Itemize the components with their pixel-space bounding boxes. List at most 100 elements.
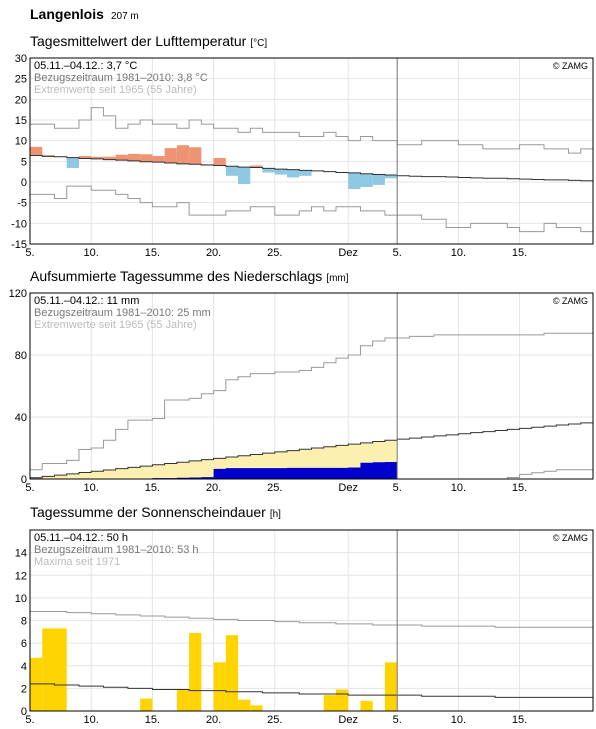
y-tick-label: 0 (21, 706, 27, 718)
temperature-bar (360, 173, 373, 187)
sunshine-bar (250, 705, 263, 711)
y-tick-label: -15 (11, 239, 27, 251)
y-tick-label: 20 (15, 94, 27, 106)
reference: Bezugszeitraum 1981–2010: 25 mm (34, 307, 211, 319)
x-tick-label: 15. (145, 247, 160, 259)
extremes-note: Maxima seit 1971 (34, 556, 120, 568)
altitude: 207 m (111, 11, 139, 22)
y-tick-label: 15 (15, 115, 27, 127)
x-tick-label: 20. (206, 482, 221, 494)
sunshine-bar (30, 657, 43, 711)
title-text: Tagessumme der Sonnenscheindauer (30, 504, 266, 520)
temperature-bar (372, 174, 385, 185)
temperature-bar (103, 156, 116, 160)
y-tick-label: 5 (21, 156, 27, 168)
plot-frame (29, 292, 594, 480)
normal-line (30, 155, 593, 182)
plot-frame (29, 529, 594, 712)
temperature-bar (42, 155, 55, 157)
y-tick-label: 4 (21, 661, 27, 673)
y-tick-label: 2 (21, 683, 27, 695)
x-tick-label: 5. (393, 714, 402, 726)
y-tick-label: 0 (21, 177, 27, 189)
temperature-bar (30, 146, 43, 156)
sunshine-bar (335, 689, 349, 711)
min-line (30, 185, 593, 233)
title-unit: [mm] (326, 273, 348, 284)
title-text: Tagesmittelwert der Lufttemperatur (30, 33, 247, 49)
header: Langenlois 207 m (30, 6, 139, 22)
extremes-note: Extremwerte seit 1965 (55 Jahre) (34, 84, 197, 96)
title-text: Aufsummierte Tagessumme des Niederschlag… (30, 268, 322, 284)
normal-line (30, 422, 593, 479)
temperature-bar (78, 155, 92, 159)
y-tick-label: 6 (21, 638, 27, 650)
sunshine-bar (189, 632, 202, 711)
x-tick-label: 5. (25, 247, 34, 259)
x-tick-label: 5. (25, 714, 34, 726)
x-tick-label: 15. (512, 247, 527, 259)
y-tick-label: -10 (11, 218, 27, 230)
reference: Bezugszeitraum 1981–2010: 53 h (34, 544, 199, 556)
temperature-bar (189, 147, 202, 165)
sunshine-bar (360, 700, 373, 711)
sunshine-bar (140, 698, 153, 711)
y-tick-label: 0 (21, 474, 27, 486)
x-tick-label: 25. (267, 482, 282, 494)
temperature-bar (299, 170, 312, 176)
copyright: © ZAMG (553, 533, 588, 543)
x-tick-label: Dez (338, 482, 358, 494)
y-tick-label: 8 (21, 616, 27, 628)
y-tick-label: 10 (15, 593, 27, 605)
max-line (30, 107, 593, 154)
sunshine-bar (323, 695, 336, 711)
x-tick-label: 15. (512, 482, 527, 494)
x-tick-label: 25. (267, 714, 282, 726)
sunshine-bar (54, 628, 67, 711)
x-tick-label: 15. (512, 714, 527, 726)
title-unit: [°C] (250, 38, 267, 49)
x-tick-label: 5. (393, 482, 402, 494)
temperature-bar (225, 166, 239, 176)
temperature-bar (152, 155, 165, 163)
temperature-bar (140, 154, 153, 162)
y-tick-label: 12 (15, 570, 27, 582)
temperature-bar (384, 174, 398, 179)
temperature-bar (238, 167, 251, 185)
temperature-bar (164, 148, 177, 163)
chart-title: Aufsummierte Tagessumme des Niederschlag… (30, 268, 349, 284)
x-tick-label: 15. (145, 714, 160, 726)
x-tick-label: 10. (451, 247, 466, 259)
title-unit: [h] (270, 509, 281, 520)
y-tick-label: 14 (15, 548, 27, 560)
summary: 05.11.–04.12.: 11 mm (34, 295, 139, 307)
y-tick-label: 25 (15, 74, 27, 86)
sunshine-bar (176, 689, 190, 711)
plot-frame (29, 57, 594, 245)
x-tick-label: 10. (84, 714, 99, 726)
temperature-bar (115, 154, 128, 161)
copyright: © ZAMG (553, 61, 588, 71)
extremes-note: Extremwerte seit 1965 (55 Jahre) (34, 319, 197, 331)
y-tick-label: 120 (9, 288, 27, 300)
x-tick-label: 5. (393, 247, 402, 259)
temperature-bar (250, 165, 263, 168)
temperature-bar (127, 153, 141, 161)
chart-title: Tagesmittelwert der Lufttemperatur [°C] (30, 33, 267, 49)
normal-line (30, 683, 593, 698)
summary: 05.11.–04.12.: 50 h (34, 532, 128, 544)
temperature-bar (176, 145, 190, 164)
x-tick-label: 15. (145, 482, 160, 494)
x-tick-label: 10. (451, 714, 466, 726)
temperature-bar (287, 169, 300, 178)
y-tick-label: 80 (15, 350, 27, 362)
temperature-bar (274, 169, 288, 175)
sunshine-bar (42, 628, 55, 711)
temperature-bar (262, 168, 275, 173)
x-tick-label: Dez (338, 247, 358, 259)
chart-title: Tagessumme der Sonnenscheindauer [h] (30, 504, 281, 520)
sunshine-bar (384, 662, 398, 711)
sunshine-bar (225, 635, 239, 711)
x-tick-label: 10. (451, 482, 466, 494)
